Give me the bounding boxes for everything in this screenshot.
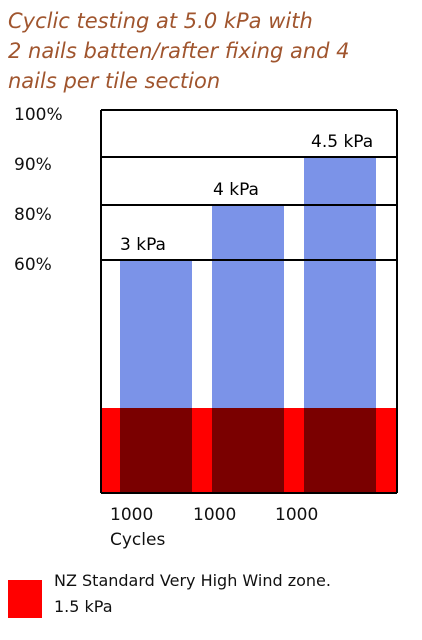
legend-label: NZ Standard Very High Wind zone. 1.5 kPa — [54, 571, 331, 616]
bar-label-2: 4 kPa — [213, 180, 259, 200]
x-axis-unit: Cycles — [110, 530, 166, 550]
legend-swatch — [8, 580, 42, 618]
y-tick-80: 80% — [14, 205, 52, 225]
bar-overlap-1 — [120, 408, 192, 493]
y-tick-90: 90% — [14, 155, 52, 175]
x-tick-3: 1000 — [275, 505, 319, 525]
bar-overlap-3 — [304, 408, 376, 493]
x-tick-1: 1000 — [110, 505, 154, 525]
y-tick-100: 100% — [14, 105, 63, 125]
y-tick-60: 60% — [14, 255, 52, 275]
bar-3 — [304, 157, 376, 408]
bar-label-1: 3 kPa — [120, 235, 166, 255]
bar-label-3: 4.5 kPa — [311, 132, 373, 152]
bar-2 — [212, 205, 284, 408]
chart-title: Cyclic testing at 5.0 kPa with 2 nails b… — [8, 9, 350, 93]
bar-overlap-2 — [212, 408, 284, 493]
bar-1 — [120, 260, 192, 408]
x-tick-2: 1000 — [193, 505, 237, 525]
